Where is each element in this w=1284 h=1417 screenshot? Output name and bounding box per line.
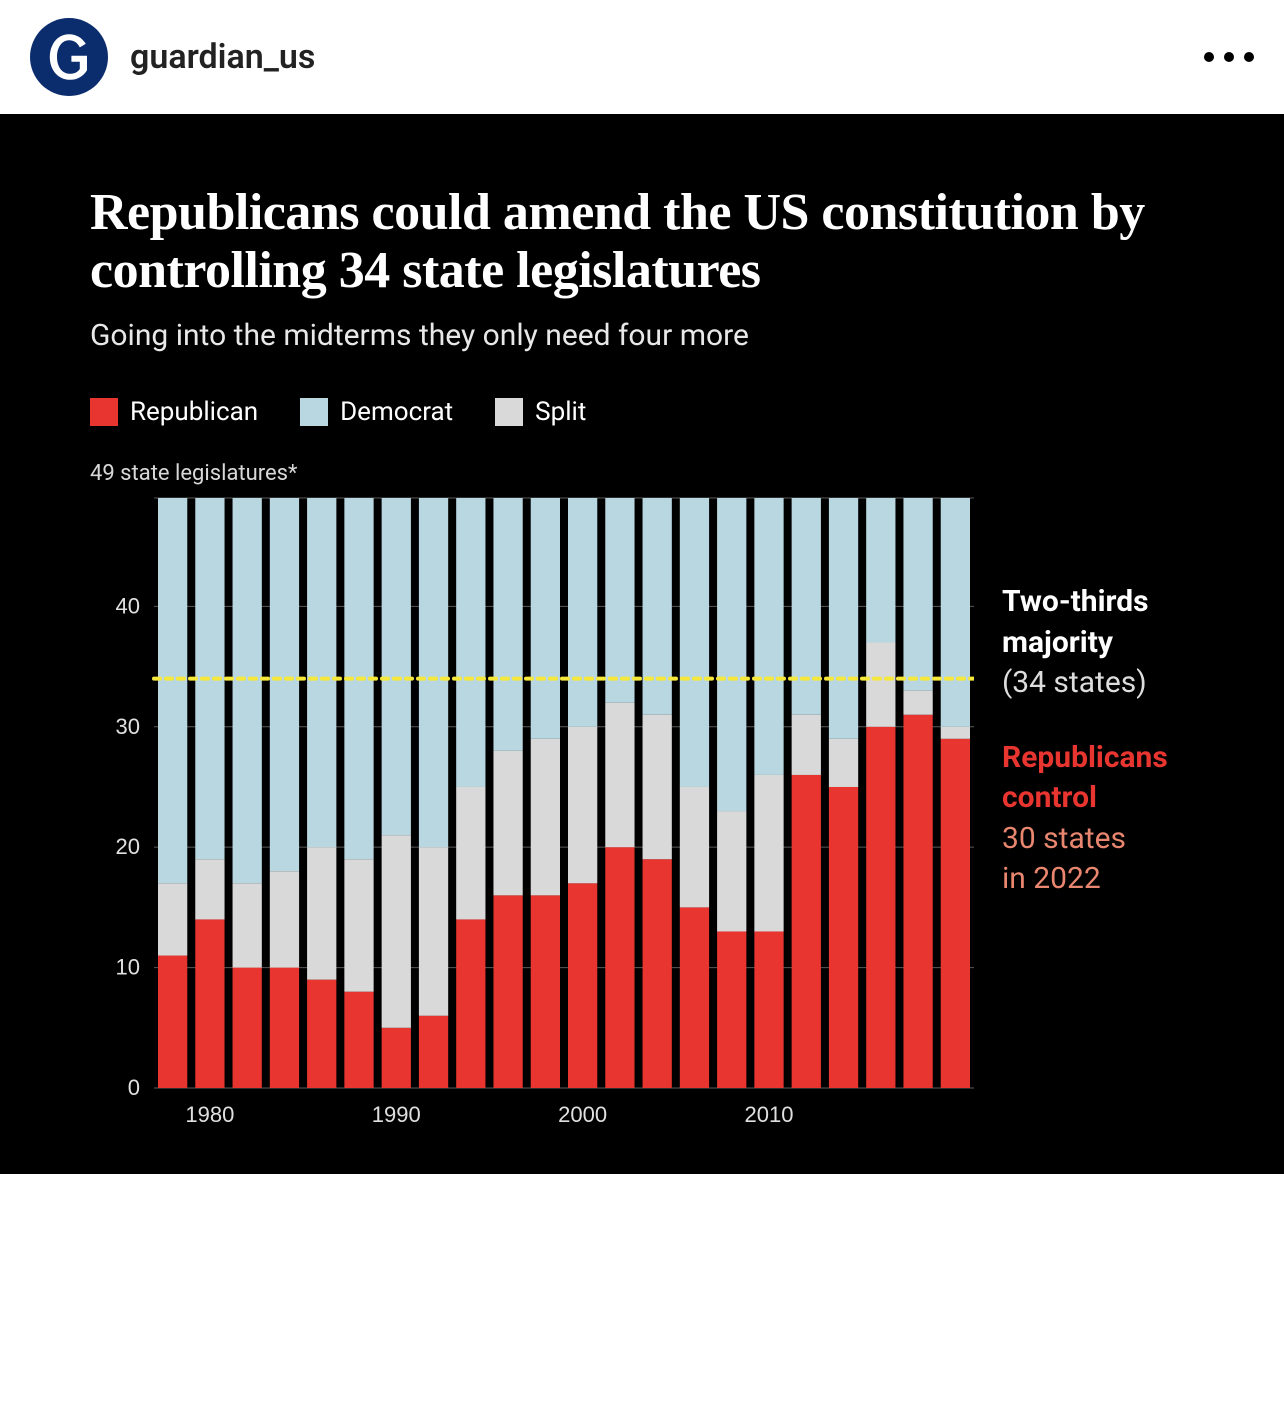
svg-text:30: 30 (116, 714, 140, 739)
stacked-bar-chart: 0 10 20 30 40 1980 1990 2000 2010 (90, 492, 974, 1134)
legend-label: Republican (130, 397, 258, 427)
card-subtitle: Going into the midterms they only need f… (90, 318, 1194, 353)
legend-swatch (90, 398, 118, 426)
legend-item-split: Split (495, 397, 586, 427)
username[interactable]: guardian_us (130, 37, 315, 77)
card-title: Republicans could amend the US constitut… (90, 184, 1194, 300)
svg-text:20: 20 (116, 835, 140, 860)
legend: Republican Democrat Split (90, 397, 1194, 427)
chart-container: 0 10 20 30 40 1980 1990 2000 2010 (90, 492, 974, 1134)
legend-item-democrat: Democrat (300, 397, 453, 427)
svg-text:1990: 1990 (372, 1102, 421, 1127)
y-axis-top-label: 49 state legislatures* (90, 461, 1194, 486)
infographic-card: Republicans could amend the US constitut… (0, 114, 1284, 1174)
svg-text:1980: 1980 (185, 1102, 234, 1127)
account-block[interactable]: guardian_us (30, 18, 315, 96)
legend-item-republican: Republican (90, 397, 258, 427)
svg-text:2000: 2000 (558, 1102, 607, 1127)
svg-text:2010: 2010 (745, 1102, 794, 1127)
current-annotation: Republicans control 30 states in 2022 (1002, 738, 1168, 900)
svg-text:40: 40 (116, 594, 140, 619)
legend-swatch (300, 398, 328, 426)
more-options-icon[interactable] (1204, 52, 1254, 62)
svg-text:10: 10 (116, 955, 140, 980)
guardian-logo-icon (39, 27, 99, 87)
legend-label: Split (535, 397, 586, 427)
legend-swatch (495, 398, 523, 426)
side-annotations: Two-thirds majority (34 states) Republic… (1002, 492, 1168, 900)
avatar[interactable] (30, 18, 108, 96)
legend-label: Democrat (340, 397, 453, 427)
threshold-annotation: Two-thirds majority (34 states) (1002, 582, 1168, 704)
svg-text:0: 0 (128, 1075, 140, 1100)
post-header: guardian_us (0, 0, 1284, 114)
